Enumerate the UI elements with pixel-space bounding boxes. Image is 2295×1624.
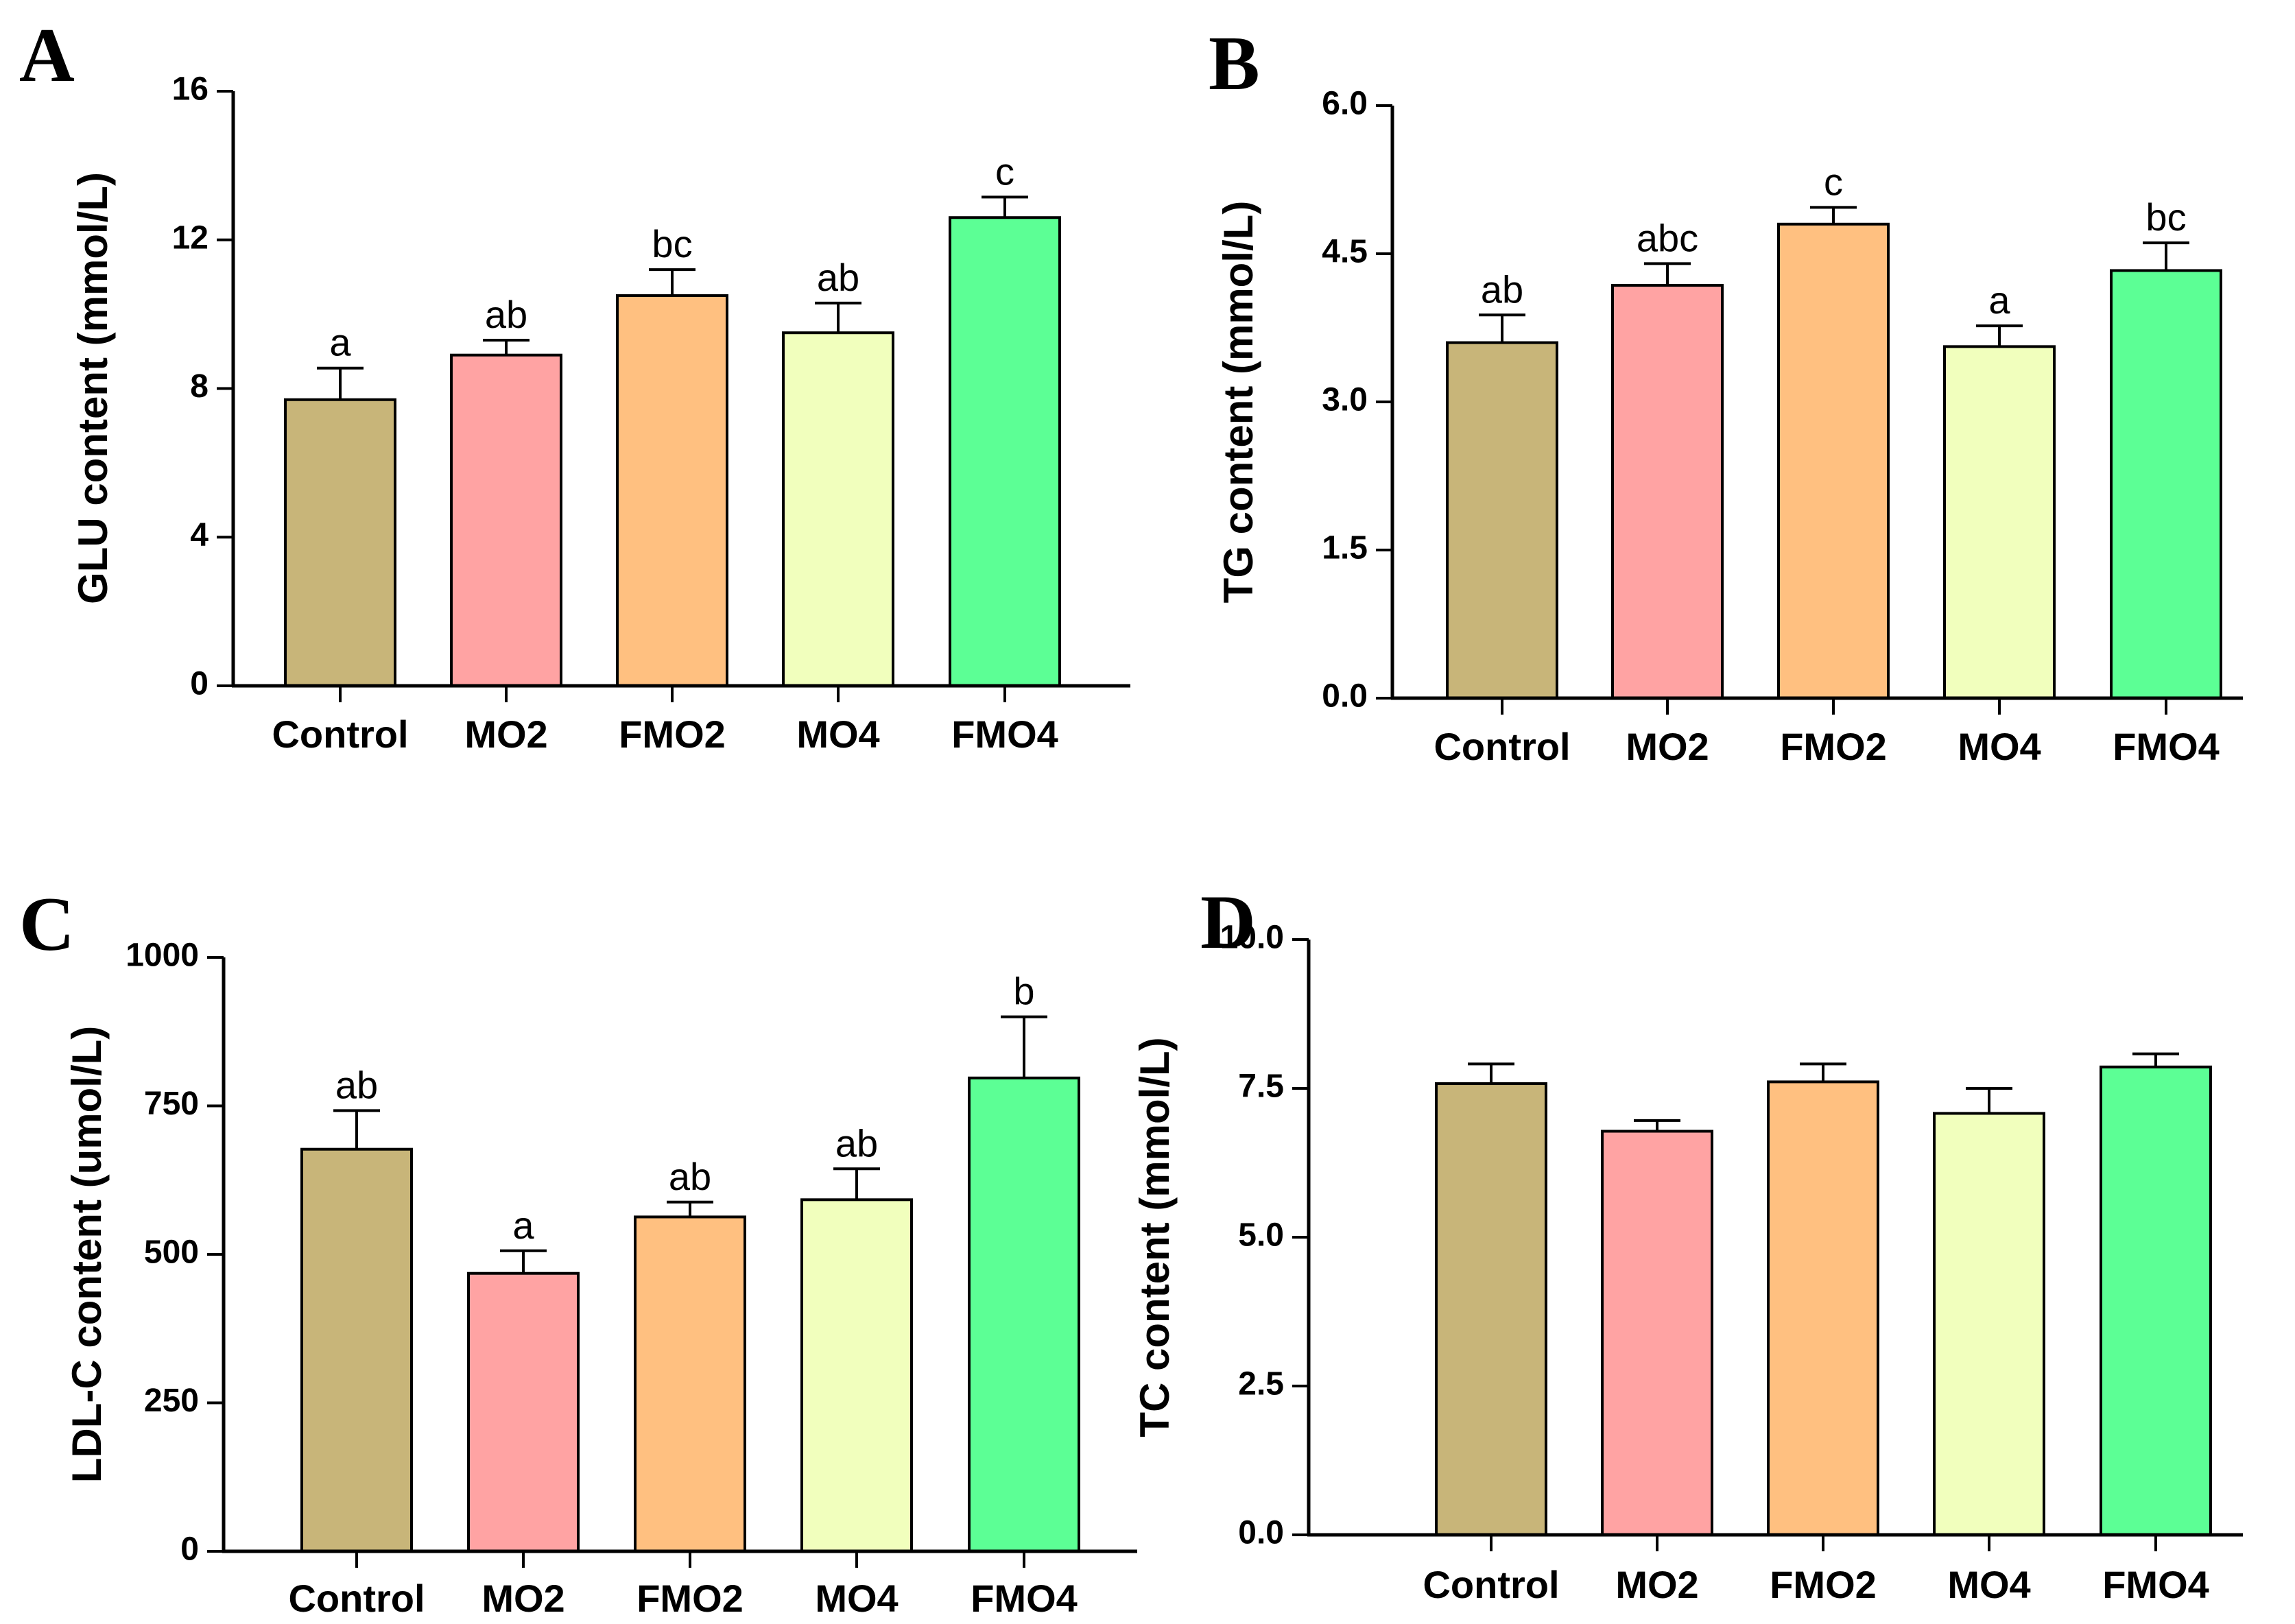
bar-c-fmo2 [634,1215,746,1553]
bar-b-mo2 [1611,284,1724,700]
x-tick-label-b-control: Control [1434,725,1570,768]
y-tick-label-d-4: 10.0 [1220,920,1284,956]
x-tick-label-a-fmo2: FMO2 [619,713,726,756]
x-tick-label-b-fmo4: FMO4 [2113,725,2220,768]
x-tick-label-c-mo2: MO2 [481,1577,564,1620]
panel-a: A GLU content (mmol/L) a Control ab MO2 bc FMO2… [19,13,1130,756]
significance-label-a-mo4: ab [817,256,859,299]
y-axis-title-b: TG content (mmol/L) [1215,201,1261,604]
bar-a-mo2 [450,353,562,687]
bar-b-fmo2 [1777,222,1890,700]
bar-c-mo4 [800,1198,913,1553]
y-axis-title-d: TC content (mmol/L) [1132,1037,1178,1437]
y-tick-label-c-4: 1000 [126,938,199,974]
x-tick-label-d-mo4: MO4 [1947,1563,2030,1606]
significance-label-c-mo4: ab [835,1121,878,1165]
x-tick-label-d-fmo2: FMO2 [1770,1563,1877,1606]
x-tick-label-a-mo2: MO2 [464,713,547,756]
panel-letter-a: A [19,13,75,98]
bar-b-mo4 [1943,345,2056,700]
significance-label-b-control: ab [1481,267,1523,311]
x-tick-label-c-fmo4: FMO4 [971,1577,1078,1620]
y-tick-label-c-1: 250 [144,1383,199,1419]
panel-b: BTG content (mmol/L) abControlabcMO2cFMO2… [1209,21,2243,768]
bar-d-control [1435,1082,1547,1536]
y-tick-label-a-2: 8 [190,368,209,405]
x-tick-label-a-mo4: MO4 [796,713,879,756]
panel-letter-d: D [1200,880,1256,965]
y-tick-label-b-0: 0.0 [1322,678,1368,715]
y-tick-label-b-1: 1.5 [1322,530,1368,566]
bar-a-mo4 [782,331,894,687]
significance-label-b-fmo4: bc [2145,195,2186,239]
bar-d-fmo4 [2100,1065,2212,1536]
significance-label-b-mo2: abc [1637,216,1698,259]
bar-a-fmo2 [616,294,728,687]
x-tick-label-d-control: Control [1423,1563,1559,1606]
panel-letter-b: B [1209,21,1260,106]
bar-b-fmo4 [2110,269,2222,700]
y-tick-label-a-0: 0 [190,666,209,702]
x-tick-label-a-control: Control [272,713,408,756]
x-tick-label-d-fmo4: FMO4 [2102,1563,2209,1606]
x-tick-label-b-mo4: MO4 [1958,725,2041,768]
significance-label-a-fmo2: bc [652,222,692,265]
y-tick-label-d-3: 7.5 [1238,1068,1284,1105]
bar-c-control [300,1147,413,1553]
panel-d: D TC content (mmol/L) Control MO2 FMO2 MO4 FMO… [1132,880,2243,1606]
significance-label-a-fmo4: c [995,150,1014,193]
bar-c-fmo4 [968,1076,1080,1553]
y-tick-label-c-2: 500 [144,1234,199,1271]
y-axis-title-a: GLU content (mmol/L) [70,172,116,604]
significance-label-c-mo2: a [512,1204,534,1247]
significance-label-c-control: ab [335,1063,378,1106]
y-tick-label-b-2: 3.0 [1322,382,1368,418]
y-tick-label-a-4: 16 [172,71,209,108]
y-tick-label-c-0: 0 [180,1531,199,1568]
y-axis-title-c: LDL-C content (umol/L) [64,1026,110,1483]
y-tick-label-c-3: 750 [144,1086,199,1122]
bar-d-mo4 [1933,1112,2045,1537]
significance-label-c-fmo2: ab [669,1155,711,1198]
x-tick-label-b-fmo2: FMO2 [1780,725,1887,768]
bar-a-fmo4 [949,216,1061,687]
significance-label-a-mo2: ab [485,293,527,336]
y-tick-label-b-3: 4.5 [1322,234,1368,270]
significance-label-b-mo4: a [1988,278,2010,322]
x-tick-label-d-mo2: MO2 [1615,1563,1698,1606]
y-tick-label-b-4: 6.0 [1322,86,1368,122]
y-tick-label-d-1: 2.5 [1238,1366,1284,1402]
panel-c: C LDL-C content (umol/L) ab Control a MO2 ab FM… [19,882,1137,1620]
y-tick-label-a-3: 12 [172,219,209,256]
bar-a-control [284,398,396,687]
x-tick-label-a-fmo4: FMO4 [951,713,1058,756]
y-tick-label-a-1: 4 [190,517,209,553]
y-tick-label-d-2: 5.0 [1238,1217,1284,1254]
x-tick-label-c-mo4: MO4 [815,1577,898,1620]
bar-b-control [1446,341,1558,700]
x-tick-label-c-fmo2: FMO2 [637,1577,744,1620]
significance-label-c-fmo4: b [1013,970,1034,1013]
x-tick-label-c-control: Control [288,1577,425,1620]
y-tick-label-d-0: 0.0 [1238,1515,1284,1551]
bar-d-fmo2 [1767,1080,1879,1536]
bar-d-mo2 [1601,1130,1713,1536]
bar-c-mo2 [467,1271,580,1553]
x-tick-label-b-mo2: MO2 [1626,725,1709,768]
panel-letter-c: C [19,882,75,967]
significance-label-b-fmo2: c [1824,160,1843,203]
significance-label-a-control: a [329,321,351,364]
